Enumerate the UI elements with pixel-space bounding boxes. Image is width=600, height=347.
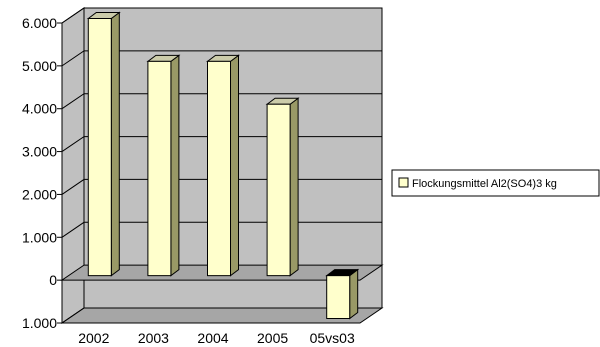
- bar-front: [147, 60, 172, 277]
- y-tick-label: 4.000: [22, 101, 57, 117]
- y-axis-ticks: 6.000 5.000 4.000 3.000 2.000 1.000 0 1.000: [22, 15, 62, 331]
- legend-box: [391, 169, 600, 197]
- legend-label: Flockungsmittel Al2(SO4)3 kg: [412, 178, 557, 190]
- gridline: [61, 93, 382, 110]
- bar: [325, 268, 360, 320]
- bar-side: [230, 54, 239, 277]
- bar-front: [207, 60, 231, 277]
- y-tick-label: 1.000: [22, 315, 57, 331]
- legend: Flockungsmittel Al2(SO4)3 kg: [391, 169, 600, 197]
- y-tick-label: 6.000: [22, 15, 57, 31]
- legend-swatch: [398, 177, 409, 188]
- gridline: [61, 307, 382, 324]
- bar-front: [326, 275, 351, 319]
- bar-side: [289, 97, 299, 277]
- x-axis-categories: 2002 2003 2004 2005 05vs03: [78, 330, 355, 346]
- x-category-label: 05vs03: [310, 330, 355, 346]
- x-category-label: 2003: [138, 330, 169, 346]
- y-tick-label: 1.000: [22, 229, 57, 245]
- bar: [86, 11, 121, 277]
- bar-front: [266, 103, 291, 277]
- x-category-label: 2002: [78, 330, 109, 346]
- gridline: [61, 50, 382, 67]
- y-tick-label: 3.000: [22, 144, 57, 160]
- x-category-label: 2005: [257, 330, 288, 346]
- bar-side: [170, 54, 180, 277]
- bar: [265, 97, 300, 277]
- bar-side: [110, 11, 120, 277]
- gridline: [61, 7, 382, 24]
- bar: [206, 54, 240, 277]
- y-tick-label: 5.000: [22, 58, 57, 74]
- bar: [146, 54, 181, 277]
- x-category-label: 2004: [197, 330, 228, 346]
- bar-side: [349, 268, 359, 320]
- y-tick-label: 2.000: [22, 186, 57, 202]
- bar-front: [87, 18, 112, 277]
- y-tick-label: 0: [49, 272, 57, 288]
- bars: [86, 11, 360, 320]
